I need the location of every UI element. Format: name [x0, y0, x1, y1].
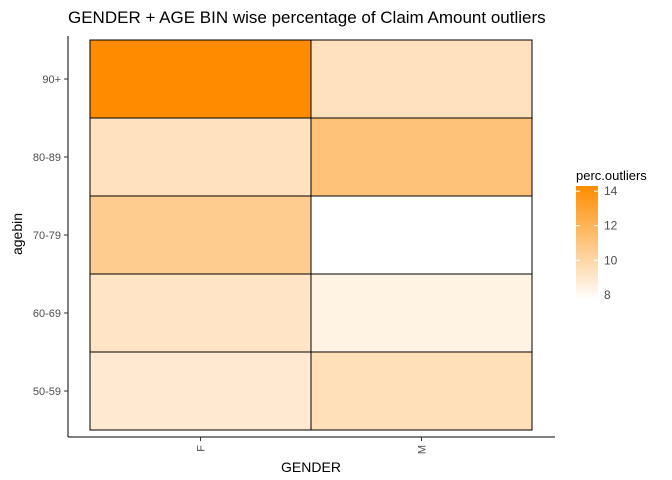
- y-tick-label: 90+: [42, 74, 61, 86]
- heatmap-cell-f-80-89: [89, 117, 312, 197]
- y-tick-label: 80-89: [33, 152, 61, 164]
- heatmap-cell-f-70-79: [89, 195, 312, 275]
- color-legend: perc.outliers 8 10 12 14: [576, 168, 647, 302]
- chart-title: GENDER + AGE BIN wise percentage of Clai…: [68, 8, 546, 27]
- y-tick-label: 50-59: [33, 386, 61, 398]
- x-tick-label: F: [196, 445, 208, 452]
- y-axis-title: agebin: [9, 213, 25, 255]
- legend-title: perc.outliers: [576, 168, 647, 183]
- heatmap-cell-f-90plus: [89, 39, 312, 119]
- y-tick-label: 60-69: [33, 308, 61, 320]
- heatmap-cell-f-60-69: [89, 273, 312, 353]
- legend-tick-label: 10: [604, 253, 618, 267]
- legend-colorbar: [576, 186, 598, 300]
- heatmap-cell-m-60-69: [310, 273, 533, 353]
- heatmap-cells: [89, 39, 533, 431]
- heatmap-cell-m-80-89: [310, 117, 533, 197]
- legend-tick-label: 8: [604, 288, 611, 302]
- y-axis-ticks: 50-59 60-69 70-79 80-89 90+: [33, 74, 68, 398]
- y-tick-label: 70-79: [33, 230, 61, 242]
- heatmap-cell-f-50-59: [89, 351, 312, 431]
- heatmap-cell-m-90plus: [310, 39, 533, 119]
- heatmap-cell-m-70-79: [310, 195, 533, 275]
- legend-tick-label: 14: [604, 184, 618, 198]
- legend-tick-label: 12: [604, 219, 618, 233]
- heatmap-cell-m-50-59: [310, 351, 533, 431]
- x-tick-label: M: [417, 445, 429, 454]
- x-axis-title: GENDER: [281, 459, 341, 475]
